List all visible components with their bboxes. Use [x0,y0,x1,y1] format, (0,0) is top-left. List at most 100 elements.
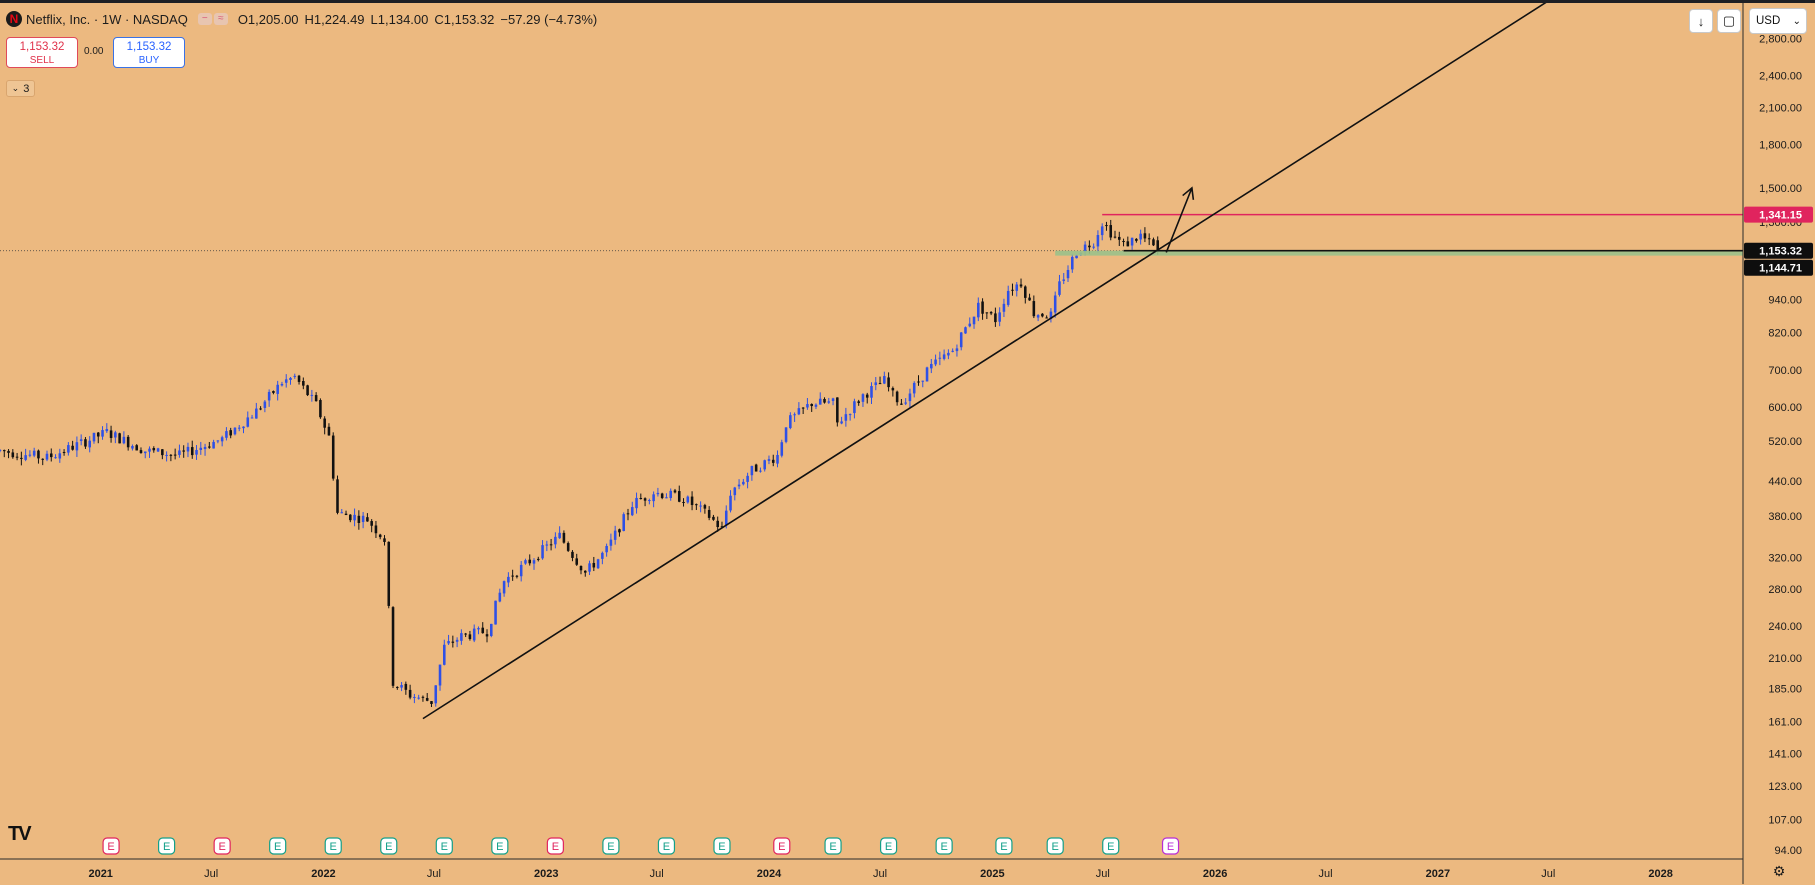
earnings-marker: E [602,837,620,855]
candle-body [233,427,237,435]
candle-body [2,450,6,452]
candle-body [79,439,83,441]
price-tick-label: 210.00 [1768,653,1802,665]
candle-body [186,446,190,452]
candle-body [652,494,655,502]
candle-body [438,664,442,686]
candle-body [754,464,758,472]
candle-body [507,576,510,583]
price-chart[interactable]: E E E E E E E E E E E E E E E E E E E E 94.00 107.00 123.00 14… [0,3,1815,885]
candle-body [1045,317,1048,319]
buy-button[interactable]: 1,153.32 BUY [113,37,185,68]
ohlc-close: C1,153.32 [434,11,495,27]
candle-body [387,541,391,606]
candle-body [481,627,485,634]
candle-body [404,683,408,690]
candle-body [1041,313,1044,317]
price-tick-label: 1,800.00 [1759,139,1802,151]
price-tick-label: 2,800.00 [1759,34,1802,46]
currency-select[interactable]: USD ⌄ [1749,8,1807,34]
screenshot-button[interactable]: ▢ [1717,9,1741,33]
candle-body [126,436,130,448]
candle-body [673,490,677,493]
candle-body [883,376,886,384]
earnings-marker: E [824,837,842,855]
candle-body [870,386,873,398]
candle-body [789,415,792,429]
candle-body [1015,284,1019,291]
sell-label: SELL [29,55,55,66]
candle-body [865,394,869,398]
candle-body [549,544,553,546]
candle-body [776,454,779,464]
earnings-label: E [274,841,281,853]
earnings-marker: E [773,837,791,855]
symbol-title[interactable]: Netflix, Inc. · 1W · NASDAQ [26,11,188,27]
candle-body [844,414,848,421]
earnings-badge [773,837,791,855]
candle-body [908,393,912,402]
download-button[interactable]: ↓ [1689,9,1713,33]
candle-body [1032,301,1036,317]
candle-body [357,515,361,523]
candle-body [49,453,53,458]
price-tick-label: 1,500.00 [1759,183,1802,195]
candle-body [114,432,117,438]
candle-body [148,448,151,452]
candle-body [528,559,532,564]
candle-body [319,400,322,418]
candle-body [84,439,87,447]
candle-body [400,685,403,688]
earnings-badge [435,837,453,855]
candle-body [451,641,455,643]
sell-button[interactable]: 1,153.32 SELL [6,37,78,68]
earnings-label: E [163,841,170,853]
candle-body [425,698,429,701]
candle-body [1028,297,1031,301]
indicators-toggle[interactable]: ⌄ 3 [6,80,35,97]
candle-body [208,446,211,448]
price-label-text: 1,153.32 [1759,246,1802,258]
candle-body [314,395,318,402]
indicators-count: 3 [23,82,30,95]
candle-body [1066,269,1070,279]
candle-body [430,701,433,704]
candle-body [212,441,215,449]
candle-body [24,455,27,460]
candle-body [524,560,527,564]
candle-body [220,437,224,442]
candle-body [737,484,741,487]
time-tick-label: Jul [650,868,664,880]
candle-body [1156,240,1160,251]
candle-body [660,493,664,499]
earnings-badge [935,837,953,855]
candle-body [477,628,480,630]
tradingview-logo[interactable]: TV [8,823,32,845]
candle-body [383,538,386,542]
candle-body [771,459,775,463]
candle-body [609,539,613,546]
price-tick-label: 185.00 [1768,683,1802,695]
earnings-label: E [829,841,836,853]
candle-body [763,460,766,470]
candle-body [767,459,771,461]
buy-price: 1,153.32 [126,41,172,53]
earnings-label: E [718,841,725,853]
candle-body [1096,235,1100,247]
price-tick-label: 320.00 [1768,552,1802,564]
price-tick-label: 240.00 [1768,621,1802,633]
top-bar [0,0,1815,3]
earnings-badge [657,837,676,855]
chevron-down-icon: ⌄ [1792,15,1801,27]
candle-body [169,454,173,456]
candle-body [156,448,160,452]
candle-body [930,363,933,369]
earnings-badge [995,837,1013,855]
candle-body [485,634,489,637]
time-tick-label: 2027 [1426,868,1450,880]
time-tick-label: 2024 [757,868,782,880]
candle-body [131,446,134,449]
price-tick-label: 2,400.00 [1759,70,1802,82]
candle-body [827,401,831,403]
